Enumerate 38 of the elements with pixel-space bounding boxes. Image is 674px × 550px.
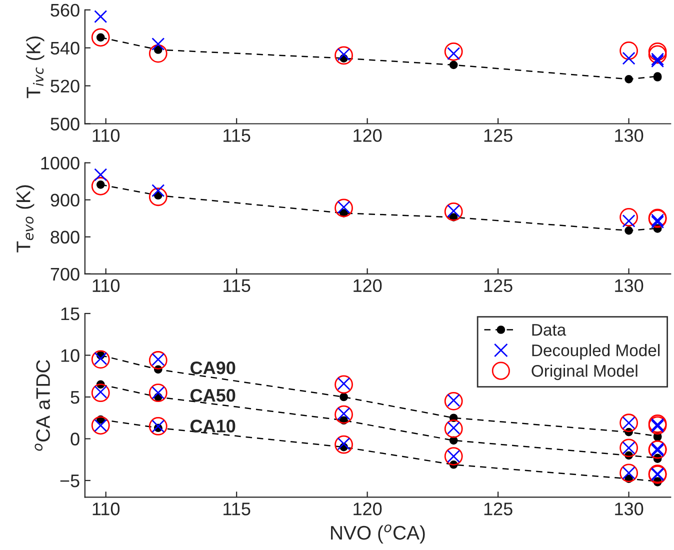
y-tick-label: 560: [50, 4, 80, 17]
x-tick-label: 120: [354, 129, 382, 142]
annotation: CA90: [190, 361, 236, 374]
y-tick-label: 10: [61, 349, 80, 362]
x-tick-label: 110: [92, 129, 120, 142]
y-tick-label: −5: [60, 474, 80, 488]
x-tick-label: 120: [354, 502, 382, 516]
y-tick-label: 500: [50, 118, 80, 130]
x-tick-label: 115: [224, 502, 250, 516]
y-axis-title: $^{o}$CA aTDC: [34, 360, 50, 451]
x-tick-label: 130: [615, 129, 644, 142]
x-tick-label: 130: [615, 279, 644, 292]
y-axis-title: T$_{ivc}$ (K): [26, 36, 44, 98]
legend-label: Original Model: [532, 364, 638, 380]
y-tick-label: 5: [70, 391, 80, 404]
annotation: CA10: [190, 420, 236, 432]
legend-label: Data: [532, 324, 566, 336]
annotation: CA50: [190, 388, 236, 402]
x-tick-label: 120: [354, 279, 382, 292]
y-tick-label: 1000: [41, 156, 80, 170]
x-tick-label: 125: [484, 502, 512, 516]
y-tick-label: 900: [50, 194, 80, 207]
y-tick-label: 800: [50, 230, 80, 244]
y-tick-label: 0: [70, 432, 80, 446]
legend-label: Decoupled Model: [532, 344, 660, 360]
y-tick-label: 540: [50, 42, 80, 55]
x-tick-label: 125: [484, 129, 512, 142]
x-tick-label: 110: [92, 502, 120, 516]
y-axis-title: T$_{evo}$ (K): [16, 185, 34, 252]
x-tick-label: 115: [224, 279, 250, 292]
x-tick-label: 115: [224, 129, 250, 142]
x-tick-label: 125: [484, 279, 512, 292]
y-tick-label: 700: [50, 268, 80, 281]
x-tick-label: 130: [615, 502, 644, 516]
x-axis-title: NVO ($^{o}$CA): [331, 524, 425, 544]
y-tick-label: 15: [61, 308, 80, 320]
x-tick-label: 110: [92, 279, 120, 292]
y-tick-label: 520: [50, 80, 80, 93]
